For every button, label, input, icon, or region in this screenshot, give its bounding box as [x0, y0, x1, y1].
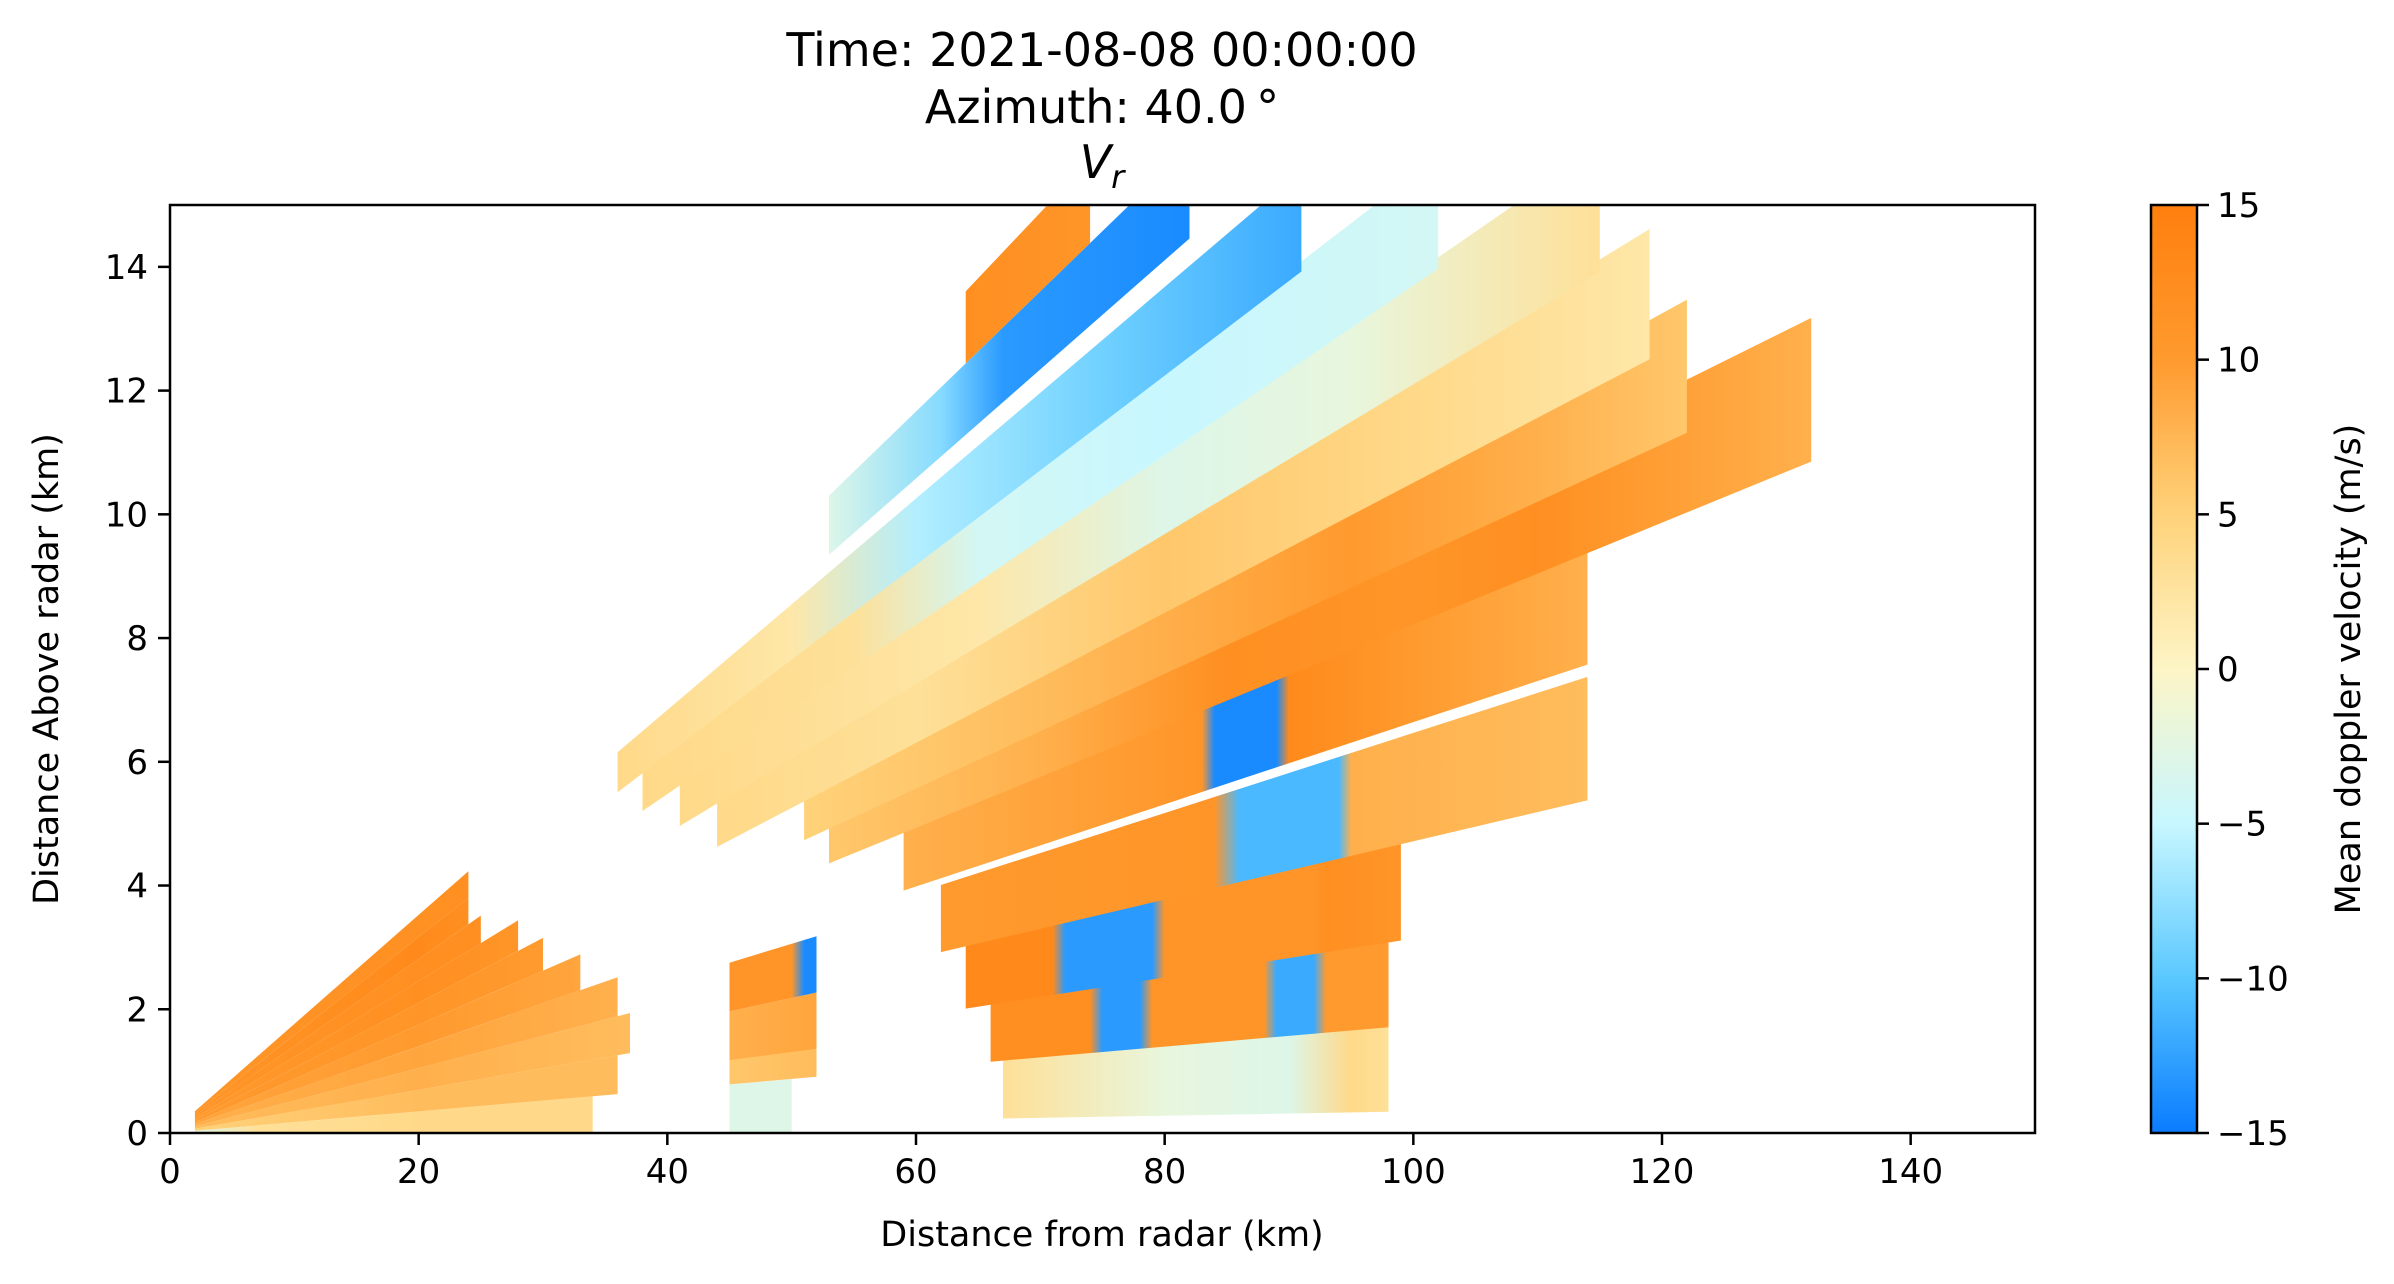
sweep-band [194, 1055, 618, 1131]
x-tick-label: 100 [1381, 1152, 1446, 1192]
sweep-band [717, 229, 1650, 847]
colorbar-tick-label: 0 [2217, 650, 2239, 690]
y-tick-label: 14 [105, 248, 148, 288]
y-axis-label: Distance Above radar (km) [27, 433, 67, 905]
y-tick-label: 6 [126, 743, 148, 783]
sweep-band [679, 205, 1600, 826]
y-tick-label: 12 [105, 372, 148, 412]
colorbar-tick-label: −5 [2217, 805, 2267, 845]
x-axis-label: Distance from radar (km) [880, 1215, 1323, 1255]
sweep-band [729, 992, 817, 1061]
sweep-band [829, 205, 1190, 555]
x-tick-label: 120 [1630, 1152, 1695, 1192]
x-tick-label: 60 [894, 1152, 937, 1192]
y-axis: 0 2 4 6 8 10 12 14 [105, 248, 170, 1154]
sweep-band [617, 205, 1302, 793]
chart-title-line-3: Vr [1080, 135, 1126, 196]
sweep-band [194, 920, 519, 1120]
chart-title-line-1: Time: 2021-08-08 00:00:00 [785, 23, 1417, 77]
colorbar-tick-label: 10 [2217, 341, 2260, 381]
y-tick-label: 4 [126, 867, 148, 907]
colorbar-axis: 15 10 5 0 −5 −10 −15 [2197, 186, 2289, 1154]
sweep-band [194, 915, 481, 1118]
colorbar-tick-label: −15 [2217, 1114, 2289, 1154]
title-subscript: r [1111, 158, 1126, 196]
y-tick-label: 10 [105, 495, 148, 535]
sweep-band [729, 1079, 792, 1133]
x-tick-label: 0 [159, 1152, 181, 1192]
colorbar [2149, 203, 2199, 1135]
colorbar-tick-label: 15 [2217, 186, 2260, 226]
plot-frame [168, 203, 2037, 1135]
y-tick-label: 2 [126, 990, 148, 1030]
colorbar-tick-label: 5 [2217, 495, 2239, 535]
y-tick-label: 0 [126, 1114, 148, 1154]
x-tick-label: 80 [1143, 1152, 1186, 1192]
colorbar-label: Mean doppler velocity (m/s) [2329, 424, 2369, 915]
sweep-band [194, 1013, 630, 1129]
sweep-band [642, 205, 1439, 811]
sweep-band [194, 1096, 593, 1133]
sweep-band [194, 871, 469, 1114]
sweep-band [729, 936, 817, 1012]
x-tick-label: 40 [646, 1152, 689, 1192]
plot-area [194, 205, 1812, 1133]
sweep-band [194, 977, 618, 1127]
y-tick-label: 8 [126, 619, 148, 659]
sweep-band [903, 540, 1588, 891]
chart-title-line-2: Azimuth: 40.0 ° [925, 80, 1279, 134]
sweep-band [965, 833, 1401, 1009]
sweep-band [194, 937, 543, 1123]
colorbar-tick-label: −10 [2217, 959, 2289, 999]
sweep-band [194, 954, 581, 1125]
sweep-band [194, 897, 469, 1116]
x-axis: 0 20 40 60 80 100 120 140 [159, 1133, 1943, 1192]
x-tick-label: 20 [397, 1152, 440, 1192]
title-symbol: V [1080, 135, 1115, 189]
sweep-band [940, 676, 1588, 953]
x-tick-label: 140 [1878, 1152, 1943, 1192]
sweep-band [965, 205, 1091, 364]
